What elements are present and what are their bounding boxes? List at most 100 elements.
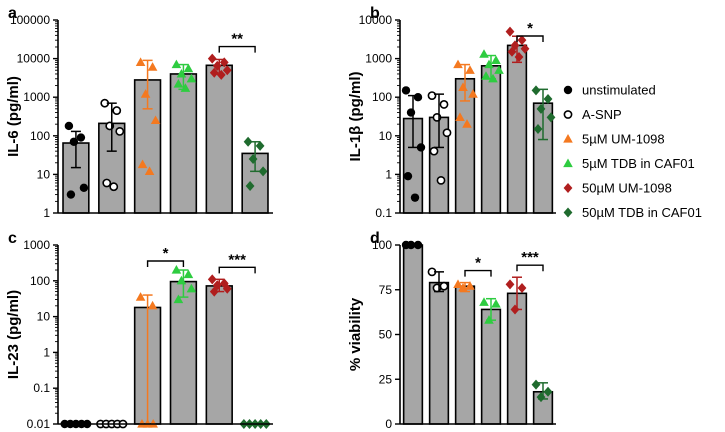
point-a_snp: [442, 128, 452, 138]
point-um50: [207, 53, 217, 64]
point-um5: [453, 59, 463, 69]
legend-item-um50: 50µM UM-1098: [563, 181, 672, 196]
point-a_snp: [439, 281, 449, 291]
y-tick-label: 10: [37, 167, 51, 181]
bar-um50: [506, 292, 528, 425]
y-tick-label: 10000: [359, 13, 393, 27]
y-tick-label: 50: [379, 328, 393, 342]
significance-bracket: [218, 266, 256, 274]
legend-label: 50µM TDB in CAF01: [582, 205, 702, 220]
y-axis-label: IL-6 (pg/ml): [5, 76, 22, 157]
point-um5: [465, 281, 475, 290]
legend-label: 50µM UM-1098: [582, 181, 672, 196]
significance-label: *: [163, 245, 169, 262]
point-unstimulated: [413, 240, 423, 250]
point-um5: [468, 89, 478, 98]
point-unstimulated: [76, 133, 86, 142]
point-tdb50: [258, 166, 268, 177]
y-tick-label: 0.01: [27, 417, 51, 431]
y-axis-label: IL-23 (pg/ml): [5, 290, 22, 379]
point-um5: [455, 112, 465, 121]
point-tdb5: [171, 265, 182, 274]
y-tick-label: 0.1: [33, 381, 50, 395]
y-tick-label: 100: [372, 90, 392, 104]
legend-marker-a_snp: [563, 110, 573, 119]
panel-letter: a: [8, 5, 17, 22]
point-tdb5: [491, 299, 501, 308]
y-tick-label: 100000: [10, 13, 50, 27]
point-unstimulated: [403, 171, 413, 181]
point-um50: [222, 283, 232, 294]
point-unstimulated: [64, 121, 74, 131]
panel-a: a IL-6 (pg/ml) 1 10 100 1000 10000 100000 **: [5, 5, 273, 220]
y-tick-label: 25: [379, 372, 393, 386]
point-tdb50: [531, 379, 541, 390]
y-tick-label: 1000: [23, 90, 50, 104]
point-tdb50: [543, 386, 553, 397]
point-a_snp: [102, 178, 112, 188]
point-tdb5: [186, 283, 197, 293]
point-um5: [462, 119, 472, 128]
bar-tdb5: [169, 73, 198, 214]
point-tdb50: [248, 154, 258, 165]
point-tdb50: [245, 181, 255, 192]
point-tdb5: [171, 59, 182, 69]
bar-um50: [205, 285, 233, 425]
point-a_snp: [429, 146, 439, 156]
point-unstimulated: [416, 143, 426, 152]
significance-bracket: [516, 264, 544, 272]
y-tick-label: 100: [30, 129, 50, 143]
point-tdb5: [173, 294, 184, 304]
point-tdb50: [243, 136, 253, 147]
y-tick-label: 1: [385, 167, 392, 181]
y-tick-label: 10: [37, 310, 51, 324]
point-um5: [135, 292, 146, 301]
significance-label: *: [475, 255, 481, 272]
y-tick-label: 75: [379, 283, 393, 297]
bar-unstimulated: [402, 244, 424, 425]
y-tick-label: 1000: [23, 238, 50, 252]
y-tick-label: 10000: [17, 52, 51, 66]
panel-letter: b: [370, 5, 380, 22]
y-tick-label: 100: [30, 274, 50, 288]
significance-label: ***: [521, 249, 539, 266]
significance-bracket: [218, 45, 256, 53]
point-a_snp: [436, 175, 446, 185]
legend-label: A-SNP: [582, 107, 622, 122]
point-a_snp: [109, 182, 119, 192]
point-um5: [453, 279, 463, 288]
point-um50: [505, 279, 515, 290]
point-um50: [520, 43, 530, 54]
point-a_snp: [439, 100, 449, 109]
y-tick-label: 0.1: [375, 206, 392, 220]
point-tdb5: [479, 49, 489, 58]
legend: unstimulated A-SNP 5µM UM-1098 5µM TDB in C…: [563, 83, 702, 220]
point-um5: [147, 300, 158, 310]
legend-label: 5µM TDB in CAF01: [582, 156, 695, 171]
point-tdb50: [255, 140, 265, 151]
y-tick-label: 1: [43, 345, 50, 359]
point-um5: [465, 65, 475, 74]
legend-marker-unstimulated: [563, 85, 573, 95]
point-tdb5: [183, 63, 194, 73]
legend-item-a_snp: A-SNP: [563, 107, 622, 122]
point-tdb5: [183, 269, 194, 279]
significance-label: **: [231, 31, 243, 48]
point-um5: [135, 57, 146, 66]
legend-label: 5µM UM-1098: [582, 132, 665, 147]
legend-label: unstimulated: [582, 83, 656, 98]
legend-item-tdb5: 5µM TDB in CAF01: [563, 156, 695, 171]
point-unstimulated: [406, 240, 416, 250]
significance-bracket: [146, 260, 185, 267]
panel-letter: d: [370, 230, 380, 247]
y-tick-label: 0: [385, 417, 392, 431]
point-tdb5: [494, 65, 504, 74]
y-tick-label: 1000: [365, 52, 392, 66]
legend-item-um5: 5µM UM-1098: [563, 132, 665, 147]
significance-bracket: [464, 269, 492, 277]
point-unstimulated: [410, 193, 420, 202]
point-um50: [209, 67, 219, 78]
